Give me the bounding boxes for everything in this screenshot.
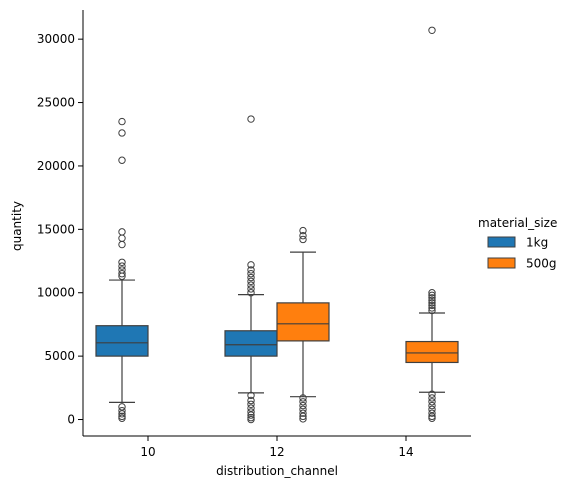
y-tick-label: 30000 [37, 32, 75, 46]
x-axis-title: distribution_channel [216, 464, 338, 478]
outlier-point [247, 391, 255, 400]
box-body [224, 330, 278, 357]
outlier-point [118, 262, 126, 270]
legend-swatch [487, 257, 516, 269]
box-1kg-12 [224, 115, 278, 424]
outlier-point [428, 398, 436, 406]
y-ticks: 0 5000 10000 15000 20000 25000 30000 [37, 32, 83, 427]
outlier-point [118, 272, 126, 280]
y-tick-label: 0 [67, 413, 75, 427]
outlier-point [299, 398, 307, 406]
outlier-point [299, 231, 307, 240]
outlier-point [247, 281, 255, 289]
outlier-point [247, 285, 255, 293]
axes-layer [82, 10, 471, 437]
outlier-point [428, 394, 436, 402]
outlier-point [247, 115, 255, 123]
outlier-point [428, 26, 436, 34]
outlier-point [428, 390, 436, 398]
outlier-point [428, 414, 436, 422]
outlier-point [428, 401, 436, 410]
y-tick-label: 25000 [37, 96, 75, 110]
outlier-point [299, 394, 307, 402]
outlier-point [247, 261, 255, 269]
box-body [405, 340, 459, 364]
outlier-point [428, 304, 436, 312]
outlier-point [428, 409, 436, 417]
outlier-point [247, 415, 255, 424]
outlier-point [118, 228, 126, 236]
legend: material_size 1kg 500g [478, 216, 557, 271]
outlier-point [299, 412, 307, 421]
outlier-point [247, 396, 255, 405]
x-tick-label: 12 [269, 445, 284, 459]
y-tick-label: 5000 [44, 349, 75, 363]
outlier-point [247, 413, 255, 422]
outlier-point [118, 117, 126, 126]
x-tick-label: 10 [140, 445, 155, 459]
box-500g-14 [405, 26, 459, 422]
outlier-point [118, 403, 126, 411]
box-500g-12 [276, 226, 330, 423]
outlier-point [118, 258, 126, 267]
y-axis-title: quantity [10, 201, 24, 251]
outlier-point [118, 410, 126, 418]
legend-label: 500g [526, 257, 557, 271]
outlier-point [247, 273, 255, 282]
y-tick-label: 15000 [37, 222, 75, 236]
outlier-point [247, 408, 255, 416]
outlier-point [428, 405, 436, 414]
outlier-point [247, 277, 255, 286]
outlier-point [299, 226, 307, 235]
outlier-point [247, 266, 255, 274]
outlier-point [247, 411, 255, 419]
outlier-point [118, 270, 126, 278]
outlier-point [299, 409, 307, 417]
outlier-point [247, 289, 255, 297]
x-ticks: 10 12 14 [140, 436, 414, 459]
x-tick-label: 14 [398, 445, 413, 459]
outlier-point [428, 289, 436, 297]
outlier-point [299, 405, 307, 414]
boxes-layer [95, 26, 459, 424]
outlier-point [428, 306, 436, 315]
outlier-point [428, 296, 436, 305]
outlier-point [247, 404, 255, 412]
y-tick-label: 20000 [37, 159, 75, 173]
outlier-point [299, 401, 307, 410]
box-1kg-10 [95, 117, 149, 422]
outlier-point [247, 400, 255, 409]
legend-swatch [487, 236, 516, 248]
outlier-point [118, 414, 126, 422]
outlier-point [299, 235, 307, 244]
outlier-point [428, 412, 436, 421]
outlier-point [428, 299, 436, 307]
outlier-point [118, 234, 126, 242]
box-body [95, 325, 149, 357]
outlier-point [118, 240, 126, 249]
box-body [276, 302, 330, 342]
outlier-point [118, 129, 126, 137]
y-tick-label: 10000 [37, 286, 75, 300]
outlier-point [118, 406, 126, 415]
legend-label: 1kg [526, 236, 548, 250]
outlier-point [247, 270, 255, 278]
legend-title: material_size [478, 216, 557, 230]
outlier-point [118, 412, 126, 421]
outlier-point [428, 294, 436, 302]
outlier-point [118, 156, 126, 164]
outlier-point [428, 301, 436, 310]
outlier-point [299, 415, 307, 423]
outlier-point [428, 291, 436, 299]
